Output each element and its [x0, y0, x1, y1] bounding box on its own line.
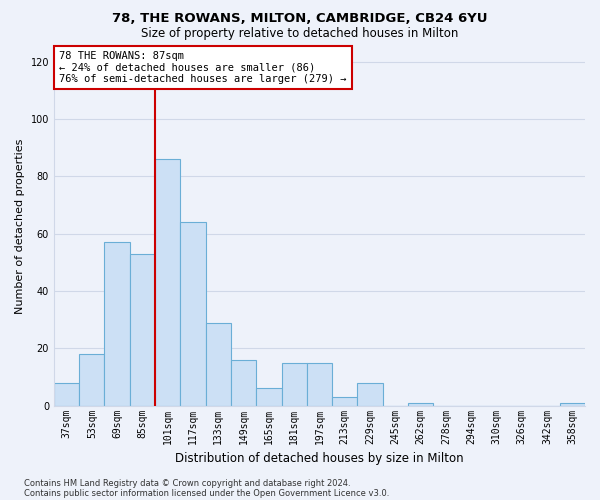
X-axis label: Distribution of detached houses by size in Milton: Distribution of detached houses by size …: [175, 452, 464, 465]
Bar: [54, 382, 79, 406]
Text: 78 THE ROWANS: 87sqm
← 24% of detached houses are smaller (86)
76% of semi-detac: 78 THE ROWANS: 87sqm ← 24% of detached h…: [59, 51, 347, 84]
Y-axis label: Number of detached properties: Number of detached properties: [15, 139, 25, 314]
Bar: [256, 388, 281, 406]
Bar: [560, 403, 585, 406]
Text: 78, THE ROWANS, MILTON, CAMBRIDGE, CB24 6YU: 78, THE ROWANS, MILTON, CAMBRIDGE, CB24 …: [112, 12, 488, 26]
Bar: [408, 403, 433, 406]
Bar: [332, 397, 358, 406]
Bar: [307, 362, 332, 406]
Bar: [206, 322, 231, 406]
Bar: [79, 354, 104, 406]
Bar: [281, 362, 307, 406]
Bar: [130, 254, 155, 406]
Bar: [231, 360, 256, 406]
Bar: [358, 382, 383, 406]
Bar: [181, 222, 206, 406]
Bar: [104, 242, 130, 406]
Bar: [155, 159, 181, 406]
Text: Contains HM Land Registry data © Crown copyright and database right 2024.: Contains HM Land Registry data © Crown c…: [24, 478, 350, 488]
Text: Contains public sector information licensed under the Open Government Licence v3: Contains public sector information licen…: [24, 488, 389, 498]
Text: Size of property relative to detached houses in Milton: Size of property relative to detached ho…: [142, 28, 458, 40]
